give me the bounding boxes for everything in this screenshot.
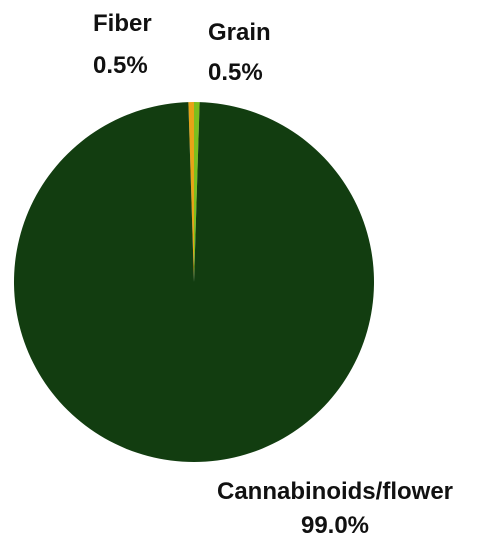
cannabinoids-slice [13, 102, 374, 463]
cannabinoids-percent: 99.0% [301, 512, 369, 539]
fiber-percent: 0.5% [93, 52, 148, 79]
cannabinoids-label-group: Cannabinoids/flower 99.0% [217, 478, 453, 539]
grain-label: Grain [208, 19, 271, 46]
grain-percent: 0.5% [208, 59, 263, 86]
grain-slice [194, 102, 200, 282]
pie-slices [13, 102, 374, 463]
fiber-label: Fiber [93, 10, 152, 37]
fiber-slice [188, 102, 194, 282]
cannabinoids-label: Cannabinoids/flower [217, 478, 453, 505]
grain-label-group: Grain 0.5% [208, 19, 271, 86]
fiber-label-group: Fiber 0.5% [93, 10, 152, 79]
